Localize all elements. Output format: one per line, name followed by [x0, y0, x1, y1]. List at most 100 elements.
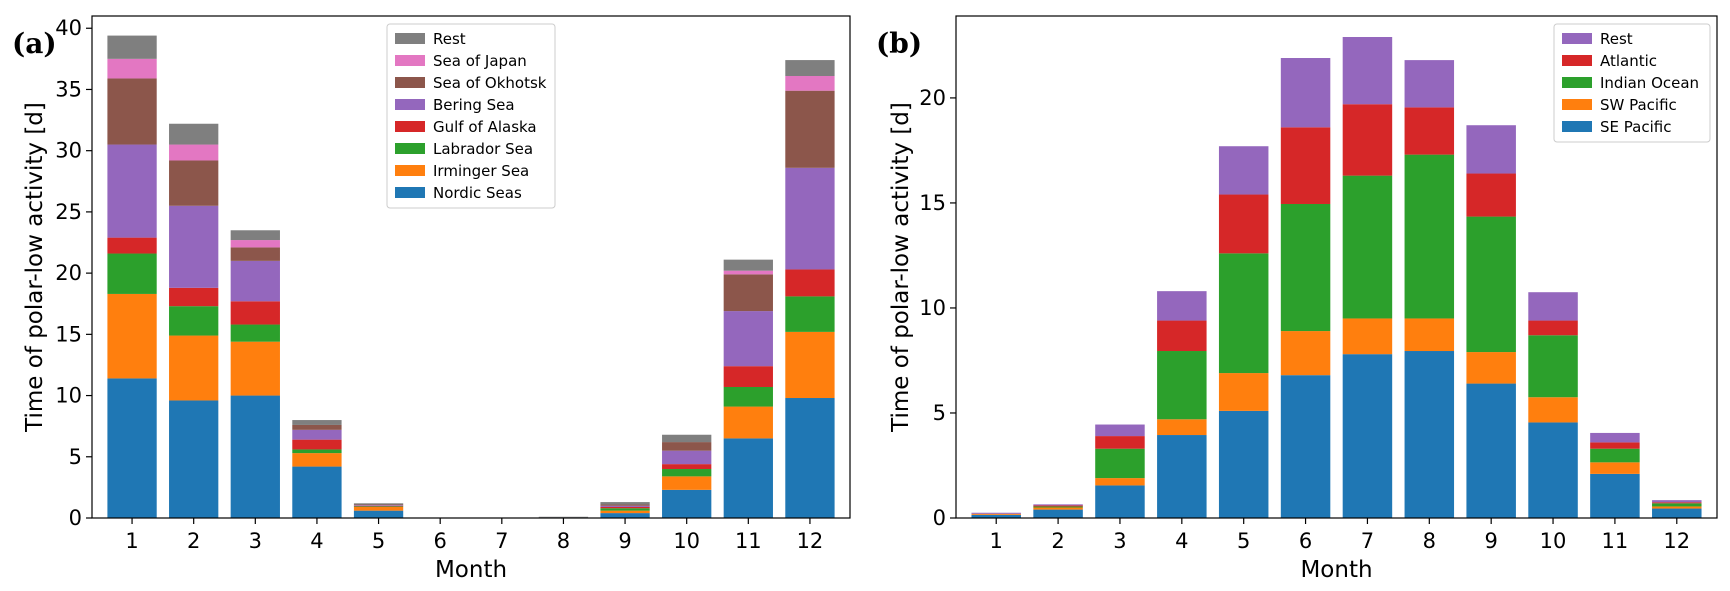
bar-segment	[1590, 442, 1640, 449]
y-tick-label: 0	[69, 506, 82, 530]
x-tick-label: 11	[1602, 529, 1629, 553]
bar-segment	[723, 366, 773, 387]
bar-segment	[600, 510, 650, 514]
y-tick-label: 20	[919, 86, 946, 110]
legend-label: Nordic Seas	[433, 184, 522, 202]
bar-segment	[1157, 291, 1207, 321]
bar-segment	[1466, 173, 1516, 217]
x-tick-label: 6	[1299, 529, 1312, 553]
panel-label: (b)	[876, 27, 922, 60]
bar-segment	[107, 237, 157, 254]
y-tick-label: 5	[69, 445, 82, 469]
bar-segment	[1652, 500, 1702, 503]
bar-segment	[169, 144, 219, 161]
y-tick-label: 15	[919, 191, 946, 215]
bar-segment	[292, 439, 342, 450]
bar-segment	[971, 512, 1021, 514]
bar-segment	[723, 259, 773, 271]
y-tick-label: 0	[933, 506, 946, 530]
bar-segment	[971, 514, 1021, 518]
legend-label: Rest	[433, 30, 466, 48]
bar-segment	[230, 324, 280, 342]
x-tick-label: 2	[187, 529, 200, 553]
x-tick-label: 2	[1051, 529, 1064, 553]
legend-label: Rest	[1600, 30, 1633, 48]
x-tick-label: 12	[1663, 529, 1690, 553]
bar-segment	[1342, 37, 1393, 105]
bar-segment	[1590, 432, 1640, 443]
bar-segment	[1590, 448, 1640, 463]
bar-segment	[353, 504, 404, 506]
y-axis-label: Time of polar-low activity [d]	[22, 102, 48, 433]
bar-segment	[1033, 506, 1083, 508]
bar-segment	[1218, 410, 1269, 518]
bar-segment	[169, 205, 219, 288]
bar-segment	[230, 395, 280, 518]
bar-segment	[723, 386, 773, 407]
bar-segment	[230, 230, 280, 241]
legend-swatch	[395, 55, 425, 66]
bar-segment	[723, 274, 773, 312]
bar-segment	[785, 296, 835, 332]
bar-segment	[600, 513, 650, 518]
legend-label: Indian Ocean	[1600, 74, 1699, 92]
bar-segment	[1528, 335, 1578, 398]
series-indian-ocean	[1033, 154, 1702, 508]
bar-segment	[1157, 351, 1207, 420]
bar-segment	[107, 58, 157, 79]
bar-segment	[292, 466, 342, 518]
bar-segment	[1342, 318, 1393, 355]
bar-segment	[292, 429, 342, 440]
bar-segment	[1095, 478, 1145, 486]
panel-label: (a)	[12, 27, 57, 60]
x-tick-label: 10	[1540, 529, 1567, 553]
series-rest	[971, 37, 1702, 514]
bar-segment	[230, 240, 280, 248]
series-labrador-sea	[107, 253, 835, 511]
bar-segment	[785, 167, 835, 270]
bar-segment	[107, 378, 157, 518]
bar-segment	[1590, 462, 1640, 474]
bar-segment	[1466, 125, 1516, 174]
bar-segment	[1157, 320, 1207, 352]
legend-label: Sea of Okhotsk	[433, 74, 547, 92]
bar-segment	[169, 306, 219, 336]
bar-segment	[1218, 146, 1269, 195]
legend-label: Atlantic	[1600, 52, 1657, 70]
legend-swatch	[1562, 121, 1592, 132]
bar-segment	[353, 505, 404, 507]
bar-segment	[538, 516, 589, 518]
legend-label: Sea of Japan	[433, 52, 527, 70]
bar-segment	[1095, 436, 1145, 449]
bar-segment	[107, 144, 157, 238]
bar-segment	[1342, 354, 1393, 518]
bar-segment	[292, 424, 342, 430]
bar-segment	[1652, 506, 1702, 509]
bar-segment	[1528, 422, 1578, 518]
bar-segment	[662, 464, 712, 470]
bar-segment	[1095, 424, 1145, 437]
bar-segment	[169, 287, 219, 307]
bar-segment	[785, 75, 835, 91]
x-tick-label: 4	[1175, 529, 1188, 553]
bar-segment	[785, 398, 835, 518]
bar-segment	[107, 35, 157, 59]
x-tick-label: 3	[249, 529, 262, 553]
series-rest	[107, 35, 835, 518]
legend-swatch	[395, 165, 425, 176]
bar-segment	[1033, 504, 1083, 506]
x-tick-label: 7	[1361, 529, 1374, 553]
bar-segment	[1218, 373, 1269, 411]
y-tick-label: 40	[55, 16, 82, 40]
bar-segment	[1404, 107, 1455, 155]
x-tick-label: 1	[990, 529, 1003, 553]
legend: Rest Atlantic Indian Ocean SW Pacific SE Pac…	[1553, 23, 1711, 143]
bar-segment	[230, 301, 280, 325]
bar-segment	[1157, 419, 1207, 436]
x-tick-label: 1	[125, 529, 138, 553]
bar-segment	[353, 503, 404, 505]
bar-segment	[1404, 318, 1455, 352]
bar-segment	[1033, 505, 1083, 507]
